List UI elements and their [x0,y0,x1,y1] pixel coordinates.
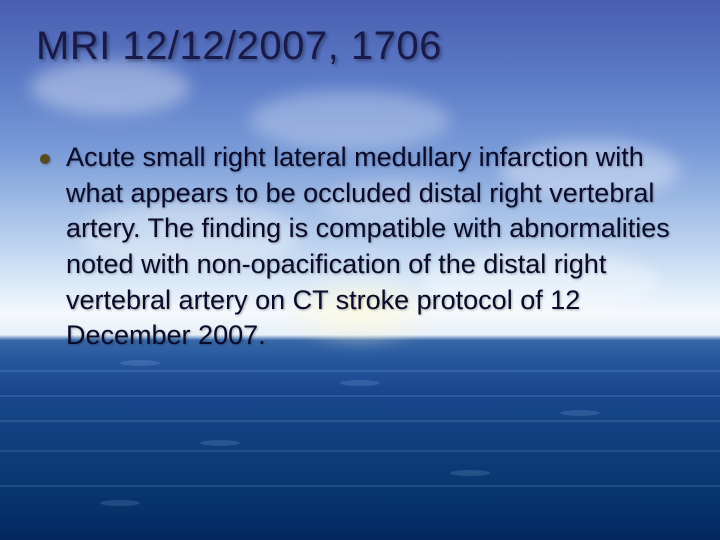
ocean-wave-decoration [0,420,720,422]
ocean-ripple-decoration [450,470,490,476]
ocean-ripple-decoration [100,500,140,506]
ocean-ripple-decoration [560,410,600,416]
ocean-wave-decoration [0,370,720,372]
ocean-ripple-decoration [340,380,380,386]
bullet-dot-icon [40,154,50,164]
ocean-wave-decoration [0,395,720,397]
bullet-text: Acute small right lateral medullary infa… [66,140,670,354]
slide-body: Acute small right lateral medullary infa… [40,140,670,354]
slide: MRI 12/12/2007, 1706 Acute small right l… [0,0,720,540]
ocean-ripple-decoration [200,440,240,446]
ocean-wave-decoration [0,485,720,487]
ocean-wave-decoration [0,450,720,452]
ocean-ripple-decoration [120,360,160,366]
slide-title: MRI 12/12/2007, 1706 [36,24,684,69]
bullet-item: Acute small right lateral medullary infa… [40,140,670,354]
